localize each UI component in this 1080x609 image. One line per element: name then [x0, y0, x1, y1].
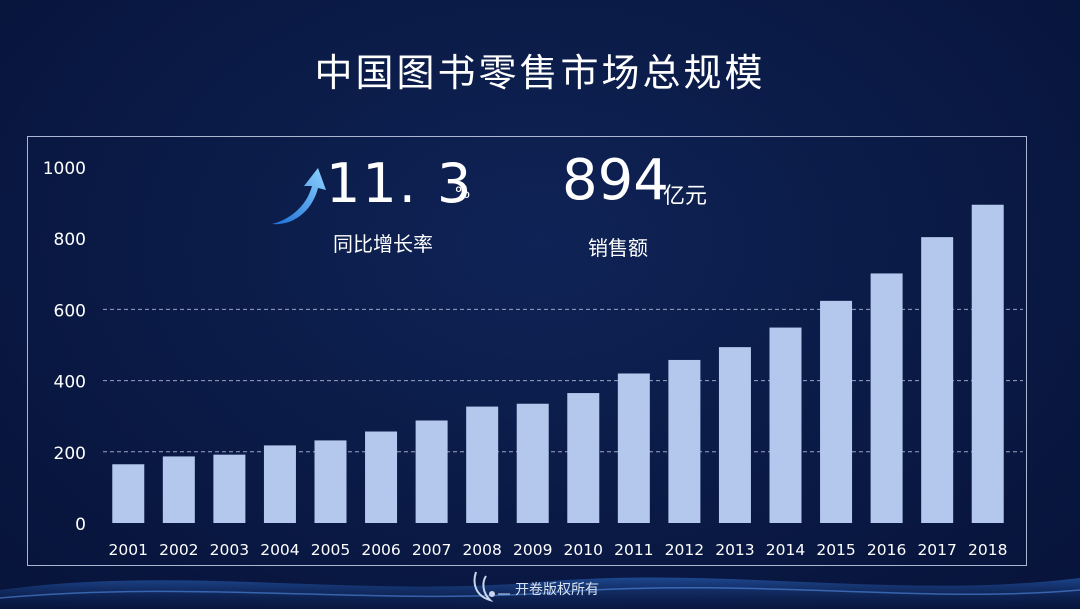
bar-2012 [668, 359, 701, 523]
y-tick-label: 0 [75, 515, 86, 535]
sales-value: 894 [562, 148, 669, 213]
x-tick-label: 2011 [614, 541, 653, 559]
bar-2003 [213, 454, 246, 523]
y-tick-label: 800 [54, 230, 86, 250]
growth-rate-unit: % [455, 183, 471, 202]
bar-2004 [263, 445, 296, 523]
bar-2016 [870, 273, 903, 523]
growth-rate-label: 同比增长率 [333, 232, 433, 256]
bar-2011 [617, 373, 650, 523]
bar-2010 [567, 393, 600, 523]
bar-2017 [921, 237, 954, 523]
growth-arrow-icon [272, 168, 326, 225]
growth-rate-value: 11. 3 [326, 152, 474, 215]
bar-2009 [516, 403, 549, 523]
bar-2015 [820, 300, 853, 523]
x-tick-label: 2001 [109, 541, 148, 559]
bar-2002 [162, 456, 195, 523]
wave-decoration [0, 577, 1080, 609]
bar-2013 [718, 347, 751, 523]
y-tick-label: 600 [54, 301, 86, 321]
x-tick-label: 2004 [260, 541, 299, 559]
bar-2014 [769, 327, 802, 523]
sales-label: 销售额 [588, 236, 648, 260]
x-tick-label: 2002 [159, 541, 198, 559]
y-tick-label: 400 [54, 373, 86, 393]
x-tick-label: 2007 [412, 541, 451, 559]
page-title: 中国图书零售市场总规模 [314, 51, 766, 95]
bar-2001 [112, 464, 145, 523]
x-tick-label: 2014 [766, 541, 805, 559]
chart-frame: 0 200 400 600 800 1000 2001 2002 2003 2004 2005 200… [27, 136, 1027, 566]
x-tick-label: 2010 [564, 541, 603, 559]
publisher-logo-icon [473, 571, 510, 603]
x-tick-label: 2009 [513, 541, 552, 559]
bar-2018 [971, 204, 1004, 523]
x-tick-label: 2006 [361, 541, 400, 559]
x-tick-label: 2005 [311, 541, 350, 559]
bar-2005 [314, 440, 347, 523]
y-tick-label: 200 [54, 444, 86, 464]
bar-2007 [415, 420, 448, 523]
copyright-footer: 开卷版权所有 [515, 582, 599, 598]
x-tick-label: 2018 [968, 541, 1007, 559]
y-tick-label: 1000 [43, 159, 86, 179]
x-tick-label: 2015 [816, 541, 855, 559]
x-tick-label: 2013 [715, 541, 754, 559]
bar-chart: 0 200 400 600 800 1000 2001 2002 2003 2004 2005 200… [43, 159, 1023, 559]
bar-2008 [466, 406, 499, 523]
bar-2006 [365, 431, 398, 523]
x-tick-label: 2008 [462, 541, 501, 559]
sales-unit: 亿元 [663, 184, 708, 209]
x-tick-label: 2017 [917, 541, 956, 559]
x-tick-label: 2003 [210, 541, 249, 559]
x-tick-label: 2012 [665, 541, 704, 559]
x-tick-label: 2016 [867, 541, 906, 559]
